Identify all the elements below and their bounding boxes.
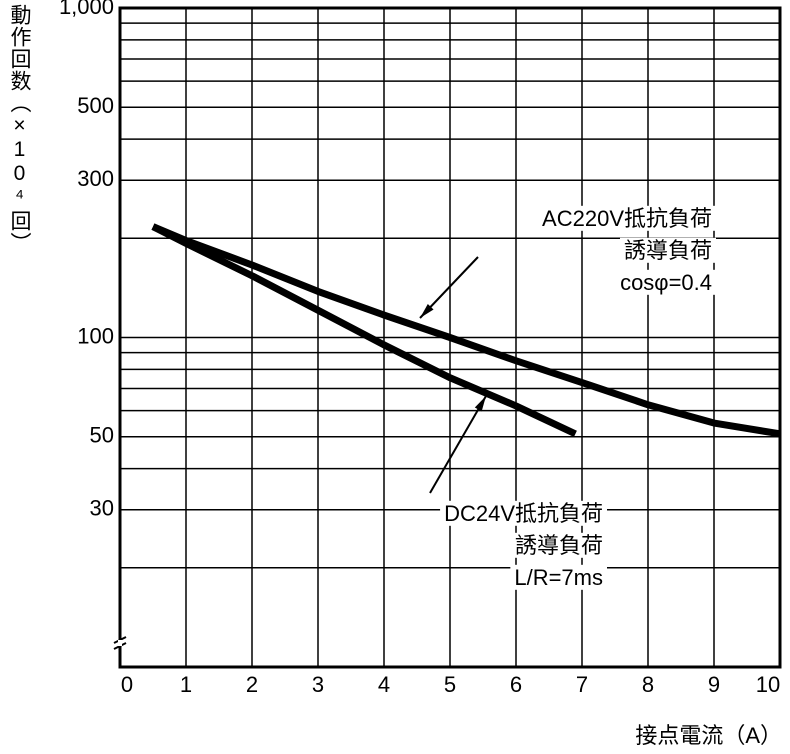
arrow xyxy=(429,395,487,494)
annotation: 誘導負荷 xyxy=(515,533,603,558)
annotation: AC220V抵抗負荷 xyxy=(542,206,712,231)
y-tick-label: 100 xyxy=(77,323,114,348)
label-background xyxy=(440,500,607,526)
label-background xyxy=(510,532,607,558)
annotation: 誘導負荷 xyxy=(624,238,712,263)
annotation: L/R=7ms xyxy=(514,565,603,590)
y-tick-label: 1,000 xyxy=(59,0,114,19)
annotation: cosφ=0.4 xyxy=(620,270,712,295)
label-background xyxy=(538,205,716,231)
label-background xyxy=(616,269,716,295)
y-axis-label: 動作回数（×10⁴回） xyxy=(8,4,31,254)
y-tick-label: 30 xyxy=(90,496,114,521)
y-tick-label: 300 xyxy=(77,166,114,191)
x-tick-label: 8 xyxy=(642,672,654,697)
arrow-head xyxy=(474,396,486,412)
x-tick-label: 5 xyxy=(444,672,456,697)
y-tick-label: 500 xyxy=(77,93,114,118)
x-tick-label: 6 xyxy=(510,672,522,697)
x-tick-label: 0 xyxy=(121,672,133,697)
series-line xyxy=(151,223,577,438)
axis-break-gap xyxy=(118,640,122,646)
series-line xyxy=(151,223,781,438)
x-tick-label: 7 xyxy=(576,672,588,697)
x-tick-label: 3 xyxy=(312,672,324,697)
label-background xyxy=(510,564,607,590)
plot-frame xyxy=(118,6,782,669)
label-background xyxy=(619,237,716,263)
x-tick-label: 9 xyxy=(708,672,720,697)
x-tick-label: 1 xyxy=(180,672,192,697)
x-axis-label: 接点電流（A） xyxy=(635,723,782,748)
annotation: DC24V抵抗負荷 xyxy=(444,501,603,526)
x-tick-label: 10 xyxy=(756,672,780,697)
y-tick-label: 50 xyxy=(90,423,114,448)
x-tick-label: 2 xyxy=(246,672,258,697)
arrow-head xyxy=(420,304,434,318)
x-tick-label: 4 xyxy=(378,672,390,697)
